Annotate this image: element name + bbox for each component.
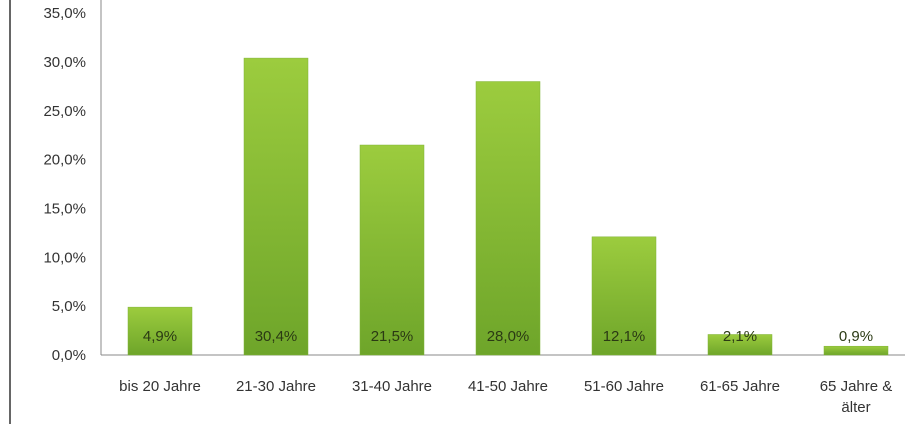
y-tick-label: 15,0% <box>43 201 86 218</box>
bar <box>127 306 193 356</box>
y-tick-label: 25,0% <box>43 103 86 120</box>
y-axis-ticks: 0,0% 5,0% 10,0% 15,0% 20,0% 25,0% 30,0% 35,0% <box>43 5 86 364</box>
data-label: 12,1% <box>603 328 646 345</box>
y-tick-label: 5,0% <box>52 298 86 315</box>
data-label: 30,4% <box>255 328 298 345</box>
category-label: 31-40 Jahre <box>352 378 432 395</box>
category-labels: bis 20 Jahre 21-30 Jahre 31-40 Jahre 41-50 … <box>119 378 892 416</box>
y-tick-label: 20,0% <box>43 152 86 169</box>
category-label: 21-30 Jahre <box>236 378 316 395</box>
category-label: 41-50 Jahre <box>468 378 548 395</box>
category-label: 61-65 Jahre <box>700 378 780 395</box>
data-label: 28,0% <box>487 328 530 345</box>
bar <box>243 57 309 356</box>
bar <box>823 345 889 356</box>
y-tick-label: 0,0% <box>52 347 86 364</box>
y-tick-label: 35,0% <box>43 5 86 22</box>
data-label: 0,9% <box>839 328 873 345</box>
bar <box>591 236 657 356</box>
data-label: 4,9% <box>143 328 177 345</box>
category-label: bis 20 Jahre <box>119 378 201 395</box>
bars <box>127 57 889 356</box>
category-label: 65 Jahre & älter <box>820 378 893 416</box>
y-tick-label: 30,0% <box>43 54 86 71</box>
data-label: 21,5% <box>371 328 414 345</box>
bar <box>359 144 425 356</box>
bar <box>707 334 773 356</box>
bar <box>475 81 541 356</box>
data-label: 2,1% <box>723 328 757 345</box>
y-tick-label: 10,0% <box>43 249 86 266</box>
category-label: 51-60 Jahre <box>584 378 664 395</box>
data-labels: 4,9% 30,4% 21,5% 28,0% 12,1% 2,1% 0,9% <box>143 328 873 345</box>
